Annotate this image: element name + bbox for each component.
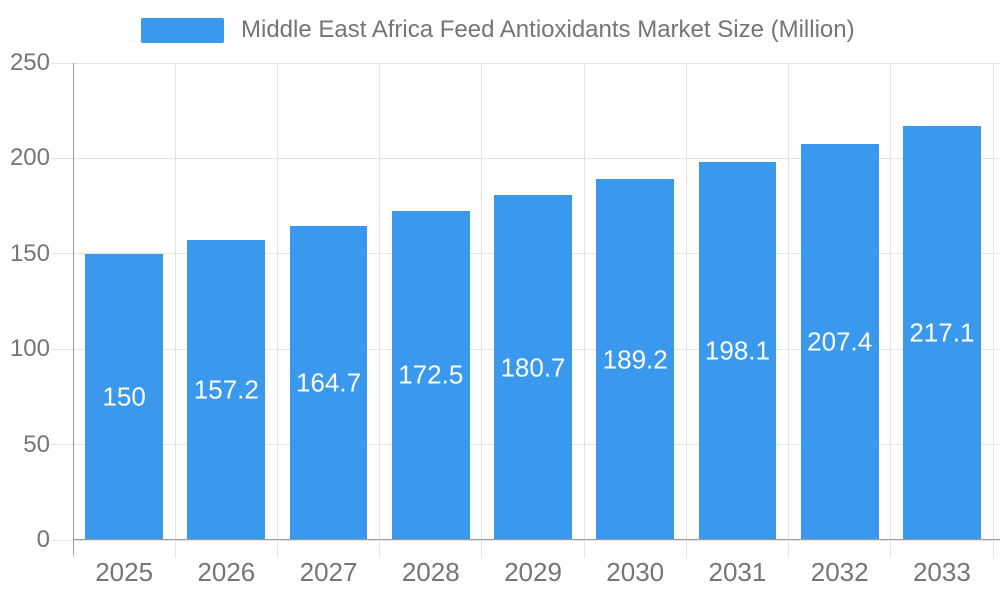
x-axis-tick-label: 2032	[810, 557, 869, 587]
bar-value-label: 198.1	[704, 335, 770, 366]
x-axis-tick	[992, 540, 994, 558]
bar-value-label: 207.4	[807, 326, 873, 357]
x-axis-tick-label: 2025	[95, 557, 154, 587]
x-gridline	[174, 63, 176, 540]
bar[interactable]: 164.7	[289, 225, 368, 540]
x-axis-tick	[276, 540, 278, 558]
y-axis-tick-label: 100	[9, 335, 50, 363]
x-gridline	[685, 63, 687, 540]
bar[interactable]: 189.2	[596, 179, 675, 540]
plot-area: 0 50 100 150 200 250 150 2025 157.2 2026 164.7 2027…	[10, 49, 1000, 587]
x-axis-tick-label: 2027	[299, 557, 358, 587]
x-gridline	[583, 63, 585, 540]
x-axis-tick-label: 2033	[912, 557, 971, 587]
bar[interactable]: 157.2	[187, 240, 266, 540]
bar-value-label: 180.7	[500, 352, 566, 383]
bar-value-label: 172.5	[398, 359, 464, 390]
bar-value-label: 150	[102, 381, 146, 412]
bar[interactable]: 180.7	[494, 195, 572, 540]
x-gridline	[379, 63, 381, 540]
x-gridline	[481, 63, 483, 540]
bar[interactable]: 207.4	[800, 144, 879, 540]
x-axis-tick-label: 2031	[708, 557, 767, 587]
x-axis-tick-label: 2028	[401, 557, 460, 587]
y-axis-tick-label: 150	[9, 239, 50, 267]
bar-value-label: 189.2	[602, 344, 668, 374]
legend-item[interactable]: Middle East Africa Feed Antioxidants Mar…	[141, 16, 855, 44]
y-axis-tick-label: 0	[36, 526, 50, 553]
y-axis-tick-label: 200	[9, 144, 50, 172]
bar[interactable]: 217.1	[903, 125, 981, 540]
x-axis-tick	[788, 540, 790, 558]
legend-swatch	[141, 17, 224, 43]
bar-value-label: 164.7	[296, 367, 362, 398]
x-axis-line	[73, 539, 1000, 540]
bar-value-label: 217.1	[909, 317, 975, 348]
y-gridline	[51, 157, 1000, 159]
x-axis-tick-label: 2030	[606, 557, 665, 587]
y-axis-tick-label: 250	[9, 49, 50, 76]
x-gridline	[992, 63, 994, 540]
y-axis-line	[73, 63, 74, 555]
bar-value-label: 157.2	[193, 374, 259, 405]
x-axis-tick	[379, 540, 381, 558]
x-gridline	[788, 63, 790, 540]
bar[interactable]: 198.1	[698, 162, 777, 540]
x-axis-tick-label: 2029	[504, 557, 562, 587]
x-axis-tick	[481, 540, 483, 558]
y-gridline	[51, 62, 1000, 64]
y-gridline	[51, 539, 1000, 541]
y-axis-tick-label: 50	[23, 430, 50, 458]
x-axis-tick	[583, 540, 585, 558]
x-axis-tick	[174, 540, 176, 558]
bar[interactable]: 150	[85, 253, 163, 540]
x-axis-tick-label: 2026	[197, 557, 256, 587]
x-gridline	[890, 63, 892, 540]
x-gridline	[276, 63, 278, 540]
x-axis-tick	[685, 540, 687, 558]
chart-title: Middle East Africa Feed Antioxidants Mar…	[241, 16, 855, 43]
x-axis-tick	[890, 540, 892, 558]
bar[interactable]: 172.5	[391, 210, 470, 540]
